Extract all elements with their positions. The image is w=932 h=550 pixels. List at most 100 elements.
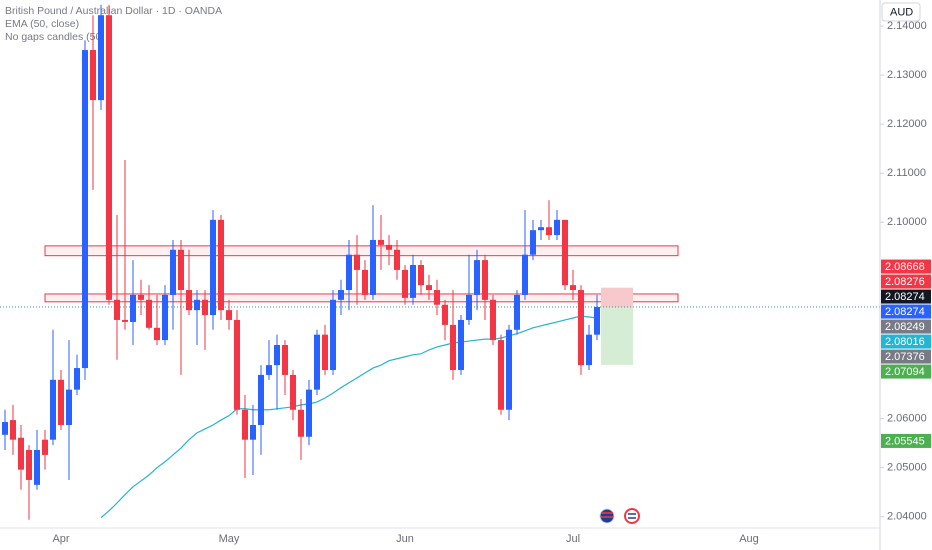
- price-label: 2.08274: [885, 306, 925, 318]
- candle-body: [410, 265, 416, 298]
- currency: AUD: [890, 6, 913, 18]
- candle-body: [314, 334, 320, 390]
- candle-body: [402, 269, 408, 298]
- event-icon[interactable]: [599, 508, 615, 524]
- candle-body: [226, 310, 232, 320]
- price-label-box: [881, 274, 931, 289]
- x-tick-label: Jun: [396, 533, 414, 545]
- x-tick-label: Jul: [566, 533, 580, 545]
- candle-body: [266, 365, 272, 375]
- currency-box[interactable]: [881, 2, 921, 22]
- chart-title: British Pound / Australian Dollar · 1D ·…: [5, 5, 222, 17]
- candle-body: [2, 422, 8, 435]
- y-tick-label: 2.12000: [887, 118, 927, 130]
- candle-body: [90, 50, 96, 101]
- flag-icon[interactable]: [624, 508, 640, 524]
- candle-body: [82, 50, 88, 369]
- candle-body: [298, 409, 304, 437]
- y-tick-label: 2.04000: [887, 511, 927, 523]
- candle-body: [418, 265, 424, 286]
- candle-body: [370, 239, 376, 295]
- candle-body: [346, 254, 352, 291]
- candle-body: [170, 249, 176, 295]
- candle-body: [146, 299, 152, 328]
- event-icon[interactable]: [624, 508, 640, 524]
- candle-body: [106, 15, 112, 300]
- candle-body: [282, 344, 288, 375]
- candle-body: [554, 219, 560, 236]
- candle-body: [234, 319, 240, 410]
- candle-body: [122, 319, 128, 322]
- candle-body: [506, 329, 512, 410]
- candle-body: [250, 424, 256, 440]
- candle-body: [482, 260, 488, 300]
- price-label: 2.08016: [885, 336, 925, 348]
- candle-body: [66, 389, 72, 425]
- flag-stripe: [628, 513, 636, 519]
- candle-body: [362, 269, 368, 295]
- target-zone: [601, 307, 633, 365]
- stop-zone: [601, 287, 633, 308]
- candle-body: [130, 294, 136, 322]
- candle-body: [154, 327, 160, 341]
- candle-body: [538, 227, 544, 231]
- candle-body: [338, 290, 344, 300]
- candle-body: [74, 368, 80, 390]
- x-tick-label: Apr: [52, 533, 69, 545]
- price-label-box: [881, 364, 931, 379]
- price-label: 2.07376: [885, 351, 925, 363]
- candle-body: [386, 244, 392, 250]
- price-label-box: [881, 319, 931, 334]
- candle-body: [98, 15, 104, 101]
- candle-body: [434, 290, 440, 305]
- candle-body: [34, 450, 40, 485]
- y-tick-label: 2.10000: [887, 216, 927, 228]
- resistance-zone: [44, 293, 679, 303]
- candle-body: [354, 254, 360, 270]
- candle-body: [58, 379, 64, 425]
- candle-body: [578, 290, 584, 366]
- price-label: 2.05545: [885, 435, 925, 447]
- price-label: 2.08668: [885, 261, 925, 273]
- candle-body: [474, 260, 480, 295]
- x-tick-label: Aug: [739, 533, 759, 545]
- candle-body: [498, 340, 504, 410]
- price-label: 2.08274: [885, 291, 925, 303]
- candle-body: [330, 299, 336, 371]
- candle-body: [426, 285, 432, 291]
- price-label-box: [881, 304, 931, 319]
- candle-body: [186, 290, 192, 311]
- flag-icon[interactable]: [599, 508, 615, 524]
- candle-body: [562, 219, 568, 286]
- candle-body: [50, 379, 56, 440]
- y-tick-label: 2.11000: [887, 167, 926, 179]
- price-label: 2.08276: [885, 276, 925, 288]
- candle-body: [10, 420, 16, 440]
- indicator-label: EMA (50, close): [5, 18, 79, 30]
- candle-body: [522, 254, 528, 295]
- candle-body: [378, 239, 384, 245]
- candle-body: [394, 249, 400, 270]
- candle-body: [442, 304, 448, 325]
- candle-body: [42, 439, 48, 455]
- price-label: 2.07094: [885, 366, 925, 378]
- price-label-box: [881, 334, 931, 349]
- candle-body: [306, 389, 312, 437]
- candle-body: [210, 219, 216, 316]
- candle-body: [178, 249, 184, 291]
- candle-body: [274, 344, 280, 366]
- x-tick-label: May: [219, 533, 240, 545]
- candle-body: [514, 294, 520, 330]
- candle-body: [594, 307, 600, 335]
- price-label-box: [881, 433, 931, 448]
- candle-body: [586, 334, 592, 366]
- price-label-box: [881, 349, 931, 364]
- candle-body: [242, 409, 248, 440]
- y-tick-label: 2.13000: [887, 69, 927, 81]
- candle-body: [458, 319, 464, 371]
- candle-body: [530, 230, 536, 255]
- resistance-zone: [44, 245, 679, 257]
- candle-setting: No gaps candles (50: [5, 31, 101, 43]
